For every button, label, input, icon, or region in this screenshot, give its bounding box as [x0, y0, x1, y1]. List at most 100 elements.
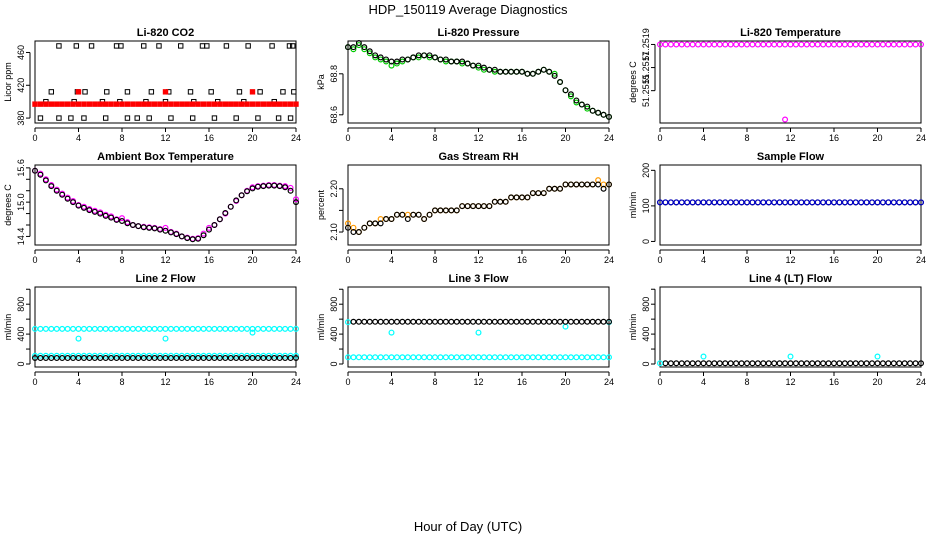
x-tick-label: 0: [345, 255, 350, 265]
x-tick-label: 8: [432, 377, 437, 387]
data-point: [91, 352, 98, 359]
data-point: [124, 115, 131, 121]
data-point: [535, 68, 542, 75]
data-point: [146, 101, 152, 107]
data-point: [113, 325, 120, 332]
data-point: [238, 192, 245, 199]
data-point: [437, 354, 444, 361]
data-point: [206, 325, 213, 332]
data-point: [830, 360, 837, 367]
data-point: [803, 360, 810, 367]
data-point: [211, 115, 218, 121]
data-point: [82, 89, 88, 95]
data-point: [244, 325, 251, 332]
data-point: [879, 199, 886, 206]
data-point: [437, 318, 444, 325]
data-point: [199, 43, 206, 49]
data-point: [480, 318, 487, 325]
data-point: [869, 360, 876, 367]
data-point: [453, 207, 460, 214]
data-point: [540, 318, 547, 325]
data-point: [162, 101, 169, 107]
data-point: [37, 352, 44, 359]
plot-frame: [347, 286, 610, 368]
data-point: [782, 199, 789, 206]
data-point: [578, 181, 585, 188]
data-point: [863, 41, 870, 48]
data-point: [518, 318, 525, 325]
x-tick-label: 20: [872, 377, 882, 387]
data-point: [852, 360, 859, 367]
data-point: [426, 318, 433, 325]
data-point: [771, 41, 778, 48]
data-point: [573, 99, 580, 106]
data-point: [562, 323, 569, 330]
data-point: [716, 360, 723, 367]
data-point: [118, 215, 125, 222]
data-point: [108, 352, 115, 359]
x-tick-label: 4: [76, 255, 81, 265]
data-point: [350, 318, 357, 325]
data-point: [275, 115, 282, 121]
data-points: [345, 177, 612, 236]
data-point: [86, 352, 93, 359]
data-point: [475, 329, 482, 336]
data-point: [113, 352, 120, 359]
data-point: [567, 318, 574, 325]
data-point: [765, 199, 772, 206]
data-point: [86, 207, 93, 214]
data-point: [524, 318, 531, 325]
data-point: [151, 355, 158, 362]
data-point: [524, 70, 531, 77]
data-point: [907, 199, 914, 206]
data-point: [595, 318, 602, 325]
data-point: [140, 355, 147, 362]
x-tick-label: 12: [785, 255, 795, 265]
data-point: [820, 41, 827, 48]
data-point: [684, 360, 691, 367]
data-point: [227, 325, 234, 332]
y-tick-label: 100: [641, 198, 651, 213]
data-point: [421, 52, 428, 59]
data-point: [874, 199, 881, 206]
data-point: [345, 354, 352, 361]
data-point: [782, 360, 789, 367]
data-point: [108, 355, 115, 362]
data-point: [75, 335, 82, 342]
data-point: [97, 210, 104, 217]
series-6: [75, 89, 256, 95]
data-point: [48, 355, 55, 362]
data-point: [584, 105, 591, 112]
data-point: [271, 325, 278, 332]
data-point: [173, 231, 180, 238]
series-2: [656, 199, 924, 206]
data-point: [578, 354, 585, 361]
data-point: [80, 355, 87, 362]
x-tick-label: 24: [291, 377, 301, 387]
data-point: [178, 352, 185, 359]
data-point: [825, 199, 832, 206]
data-point: [118, 352, 125, 359]
data-point: [410, 354, 417, 361]
data-point: [605, 318, 612, 325]
series-1: [345, 42, 612, 120]
data-point: [470, 62, 477, 69]
data-point: [393, 354, 400, 361]
data-point: [678, 360, 685, 367]
data-point: [388, 58, 395, 65]
data-point: [355, 40, 362, 47]
data-point: [578, 101, 585, 108]
data-point: [372, 54, 379, 61]
data-point: [836, 41, 843, 48]
x-tick-label: 0: [657, 377, 662, 387]
data-point: [464, 203, 471, 210]
data-point: [749, 41, 756, 48]
data-point: [146, 224, 153, 231]
data-point: [179, 101, 185, 107]
data-point: [282, 101, 288, 107]
data-point: [388, 216, 395, 223]
x-tick-label: 4: [389, 377, 394, 387]
data-point: [157, 355, 164, 362]
data-point: [863, 360, 870, 367]
data-point: [102, 212, 109, 219]
